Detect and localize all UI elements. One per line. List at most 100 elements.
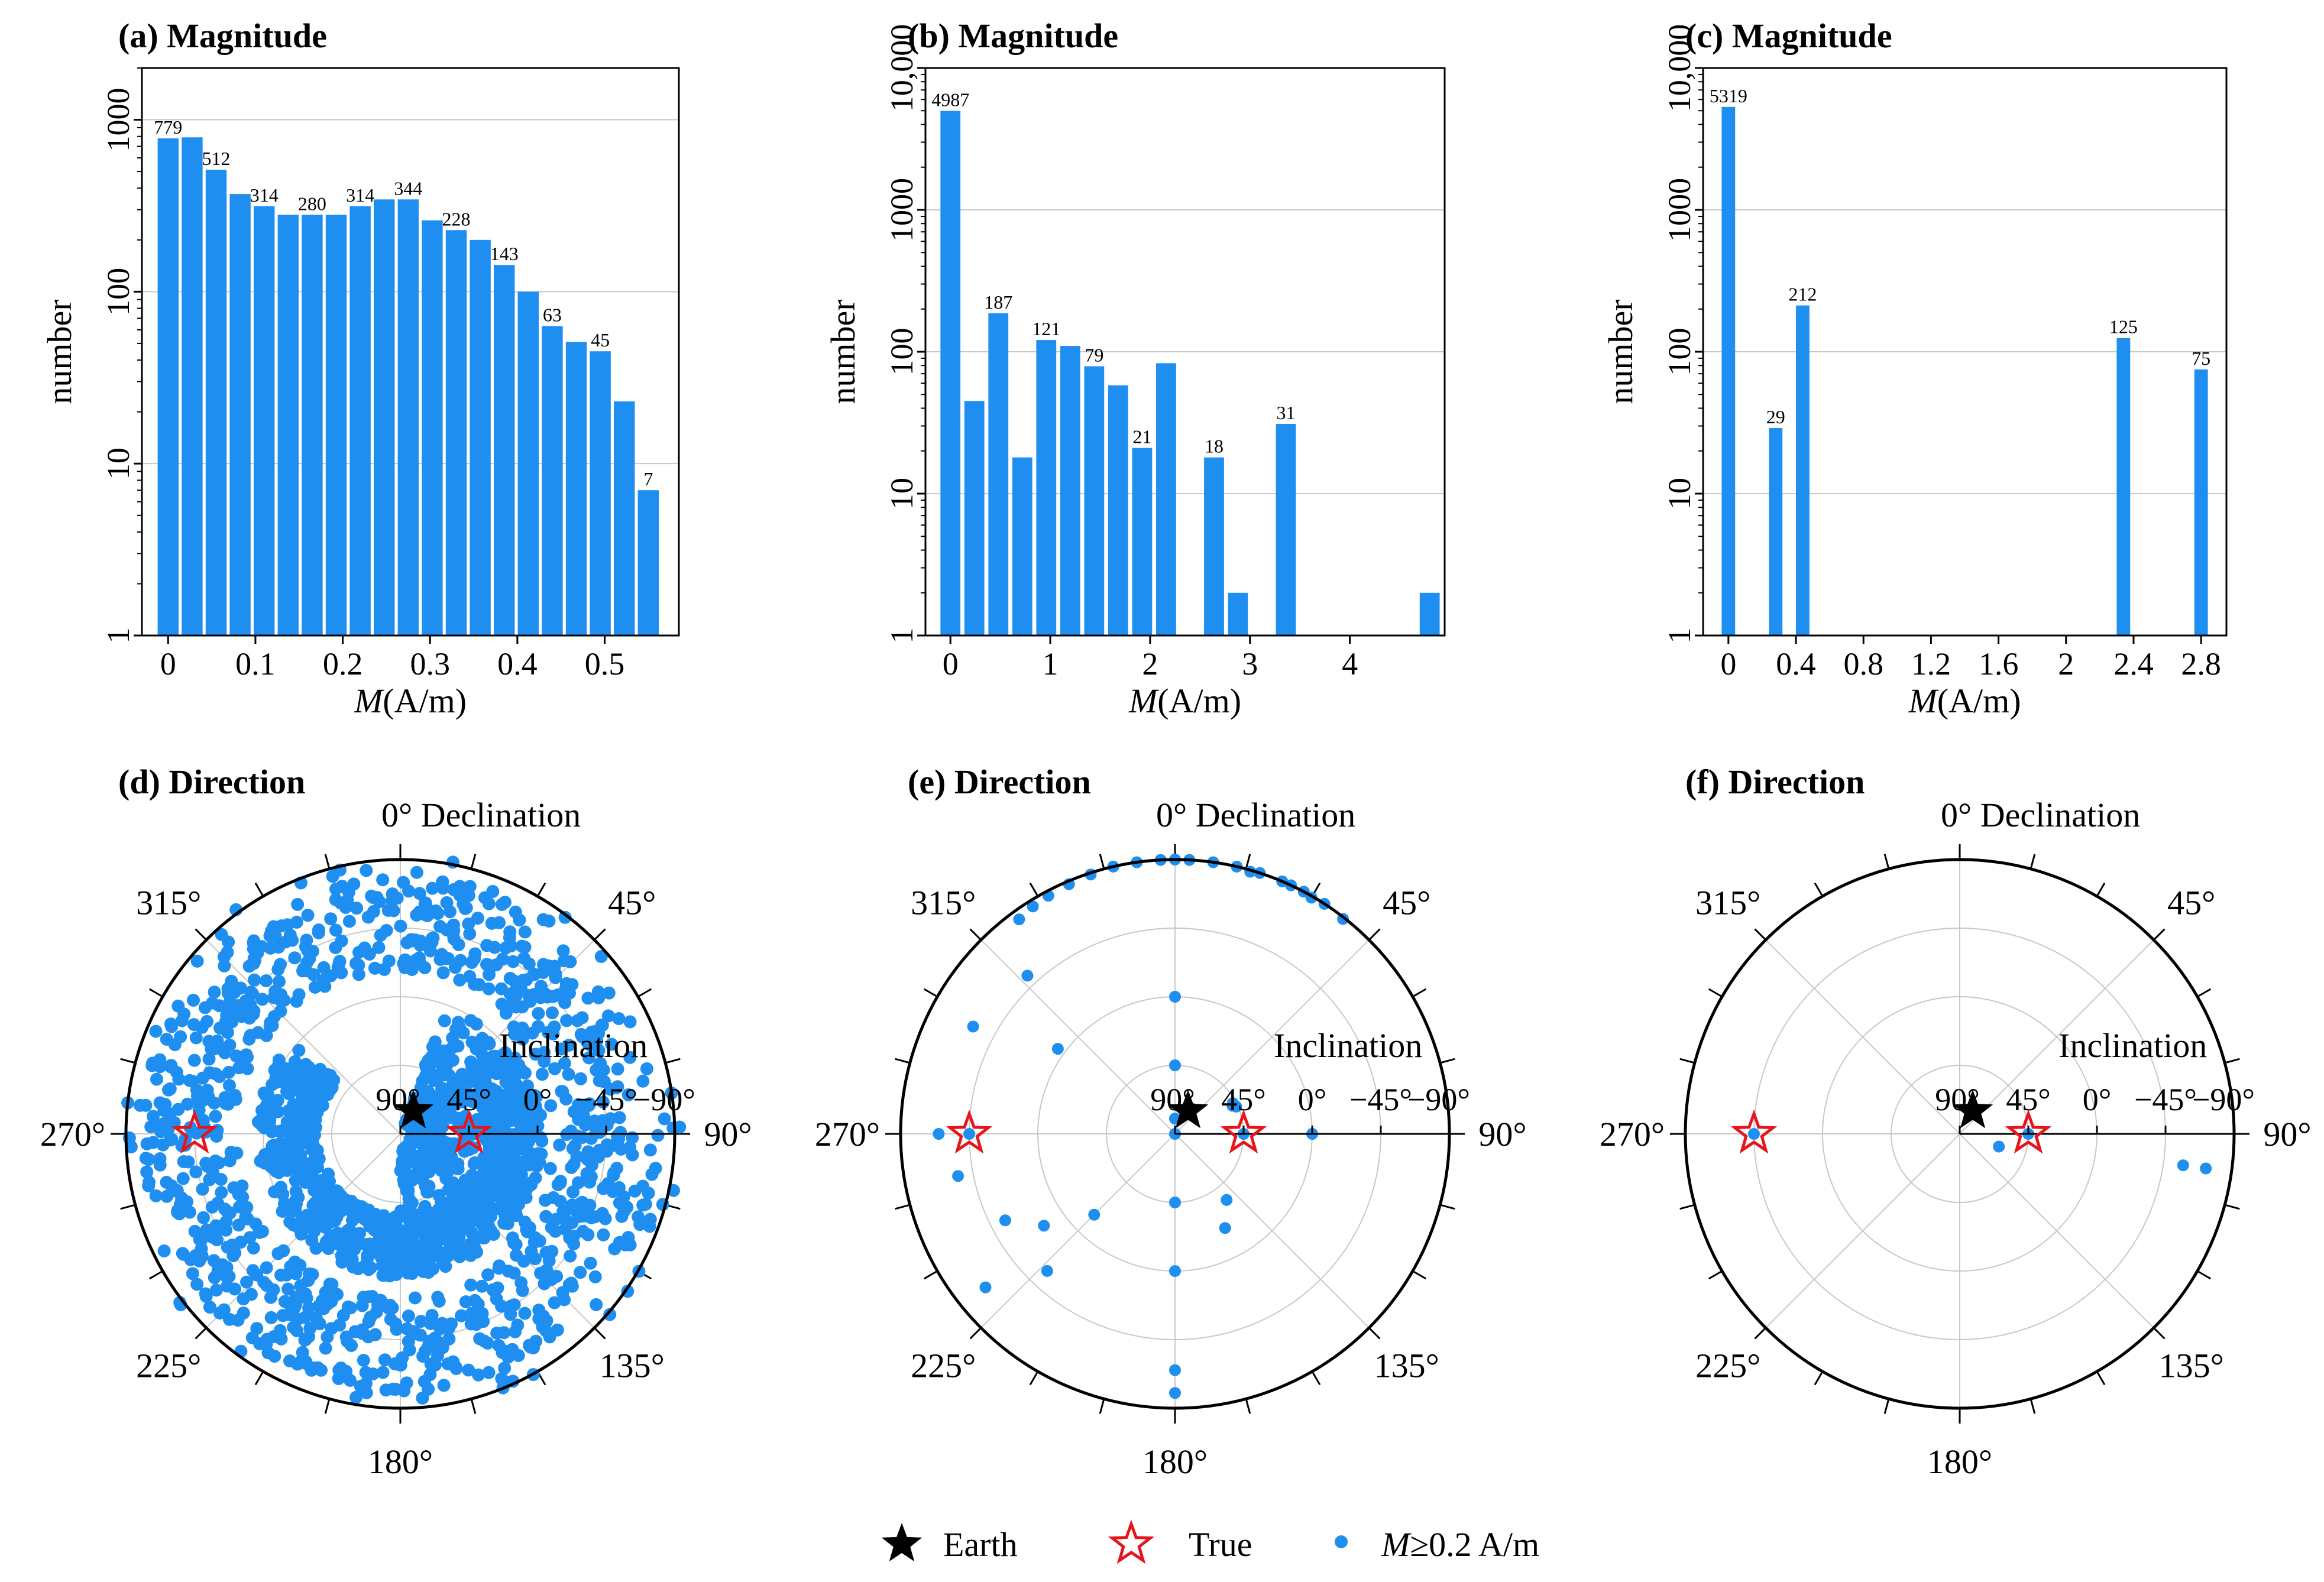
data-point [572, 1113, 585, 1126]
data-point [228, 1282, 241, 1296]
data-point [221, 1097, 235, 1111]
data-point [416, 1121, 429, 1134]
data-point [486, 884, 500, 898]
data-point [283, 1087, 296, 1101]
data-point [354, 1380, 367, 1393]
data-point [257, 1086, 271, 1100]
angle-label: 135° [600, 1347, 665, 1385]
data-point [306, 1156, 320, 1169]
data-point [207, 1254, 221, 1267]
data-point [475, 1032, 489, 1045]
plot-frame [141, 67, 680, 637]
data-point [484, 1057, 497, 1071]
data-point [639, 1198, 652, 1211]
data-point [376, 873, 390, 887]
polar-plot-d: (d) Direction 90° 45° 0° −45°−90° Inclination… [40, 763, 752, 1481]
data-point [289, 1098, 302, 1112]
data-point [551, 1178, 565, 1191]
data-point [426, 881, 439, 895]
data-point [274, 958, 287, 971]
polar-grid-spoke [1959, 1133, 2154, 1328]
data-point [380, 923, 393, 937]
data-point [209, 1110, 222, 1123]
x-axis-label-var: M [1908, 682, 1938, 720]
data-point [362, 1263, 376, 1276]
bar-chart-c: (c) Magnitude 1 10 100 1000 10,000 5319 29 212 12… [1601, 17, 2228, 720]
x-tick-label: 2 [1142, 646, 1158, 682]
data-point [568, 1139, 582, 1152]
bar [1419, 592, 1440, 636]
data-point [386, 894, 399, 907]
data-point [308, 1184, 321, 1197]
data-point [306, 1267, 319, 1281]
data-point [2200, 1162, 2212, 1175]
data-point [239, 994, 253, 1008]
data-point [643, 1220, 656, 1233]
data-point [443, 1242, 457, 1256]
data-point [558, 954, 571, 968]
bar [373, 199, 395, 636]
data-point [436, 881, 450, 895]
x-tick-label: 0.2 [323, 646, 363, 682]
panel-title-a: (a) Magnitude [118, 17, 327, 55]
data-point [394, 1256, 407, 1270]
data-point [349, 1390, 363, 1404]
data-point [437, 1379, 451, 1392]
data-point [1021, 970, 1034, 982]
data-point [574, 1072, 587, 1085]
data-point [501, 1265, 515, 1278]
data-point [292, 1136, 305, 1150]
data-point [1013, 913, 1025, 926]
data-point [311, 1092, 325, 1106]
bar [988, 313, 1009, 636]
data-point [497, 1204, 510, 1217]
polar-grid-spoke [980, 1133, 1176, 1328]
data-point [623, 1015, 637, 1029]
data-point [224, 1146, 238, 1159]
angle-label: 90° [2263, 1115, 2311, 1153]
x-axis-label: M(A/m) [354, 682, 467, 720]
data-point [394, 919, 407, 933]
data-point [506, 1177, 519, 1191]
data-point [344, 1225, 358, 1239]
data-point [431, 1100, 444, 1113]
data-point [352, 958, 365, 972]
data-point [517, 1254, 530, 1268]
data-point [177, 1155, 190, 1168]
angle-label: 45° [1383, 883, 1430, 922]
polar-tick [2030, 854, 2036, 870]
data-point [255, 1111, 269, 1124]
data-point [582, 1097, 596, 1111]
x-tick-label: 1.2 [1911, 646, 1951, 682]
data-point [495, 1100, 509, 1114]
data-point [458, 902, 472, 915]
data-point [517, 951, 530, 965]
bar-value-label: 5319 [1710, 85, 1747, 106]
radial-tick-label: 0° [523, 1082, 552, 1117]
data-point [390, 1357, 404, 1371]
data-point [545, 1006, 559, 1020]
data-point [161, 1122, 175, 1136]
data-point [593, 1126, 607, 1139]
data-point [291, 897, 305, 911]
polar-tick [2197, 1270, 2212, 1280]
data-point [335, 966, 348, 980]
x-tick-label: 0.4 [1776, 646, 1816, 682]
bar [253, 206, 275, 636]
angle-label: 315° [1695, 883, 1760, 922]
data-point [559, 1214, 573, 1227]
bar [397, 199, 419, 636]
panel-title-text: Direction [954, 763, 1091, 801]
data-point [172, 1072, 186, 1086]
data-point [603, 1308, 617, 1321]
data-point [539, 1194, 552, 1207]
data-point [426, 1262, 439, 1276]
data-point [583, 1175, 597, 1189]
panel-title-d: (d) Direction [118, 763, 305, 801]
bar-value-label: 125 [2109, 316, 2138, 338]
data-point [211, 1197, 225, 1210]
bar-value-label: 280 [298, 193, 326, 214]
polar-tick [1099, 854, 1105, 870]
data-point [453, 1086, 467, 1100]
data-point [588, 1270, 602, 1283]
